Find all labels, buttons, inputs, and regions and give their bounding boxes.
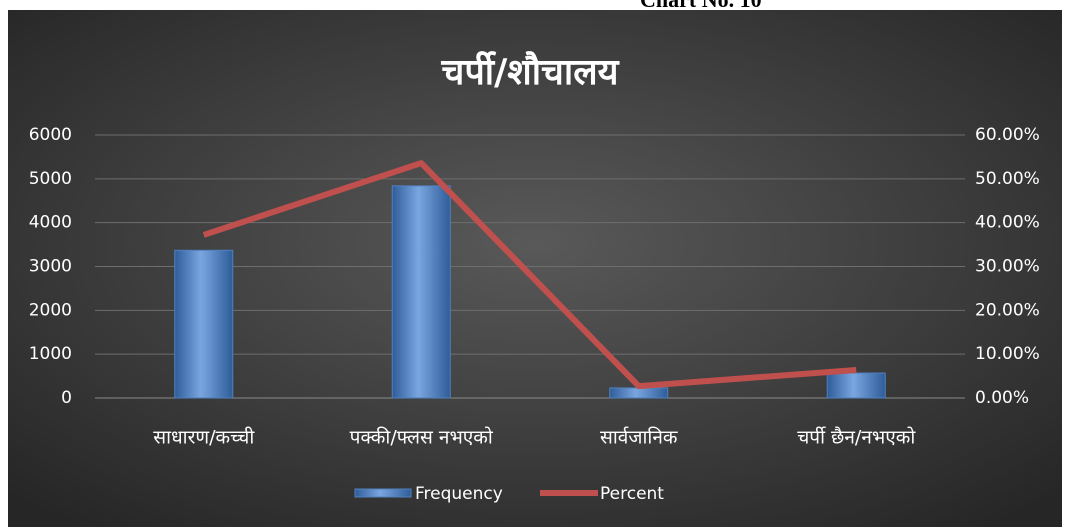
bar bbox=[609, 387, 669, 399]
bar bbox=[826, 372, 886, 399]
y2-tick-label: 30.00% bbox=[975, 257, 1040, 277]
y-tick-label: 3000 bbox=[29, 257, 72, 277]
y2-tick-label: 50.00% bbox=[975, 169, 1040, 189]
y-tick-label: 0 bbox=[61, 388, 72, 408]
y2-tick-label: 0.00% bbox=[975, 388, 1029, 408]
y-tick-label: 1000 bbox=[29, 344, 72, 364]
x-tick-label: पक्की/फ्लस नभएको bbox=[350, 426, 494, 449]
y-tick-label: 5000 bbox=[29, 169, 72, 189]
x-tick-label: सार्वजानिक bbox=[600, 426, 678, 449]
y2-tick-label: 60.00% bbox=[975, 125, 1040, 145]
bar bbox=[391, 185, 451, 399]
chart-title: चर्पी/शौचालय bbox=[440, 51, 619, 93]
y-tick-label: 2000 bbox=[29, 300, 72, 320]
chart-number: Chart No. 10 bbox=[640, 0, 762, 12]
y2-tick-label: 20.00% bbox=[975, 300, 1040, 320]
y-tick-label: 6000 bbox=[29, 125, 72, 145]
y2-tick-label: 10.00% bbox=[975, 344, 1040, 364]
y-tick-label: 4000 bbox=[29, 213, 72, 233]
line bbox=[202, 160, 857, 390]
legend-label: Percent bbox=[600, 484, 664, 504]
y2-tick-label: 40.00% bbox=[975, 213, 1040, 233]
x-tick-label: चर्पी छैन/नभएको bbox=[797, 426, 916, 449]
legend-swatch bbox=[354, 488, 412, 498]
legend-label: Frequency bbox=[415, 484, 503, 504]
x-tick-label: साधारण/कच्ची bbox=[153, 426, 255, 449]
bar bbox=[174, 249, 234, 399]
